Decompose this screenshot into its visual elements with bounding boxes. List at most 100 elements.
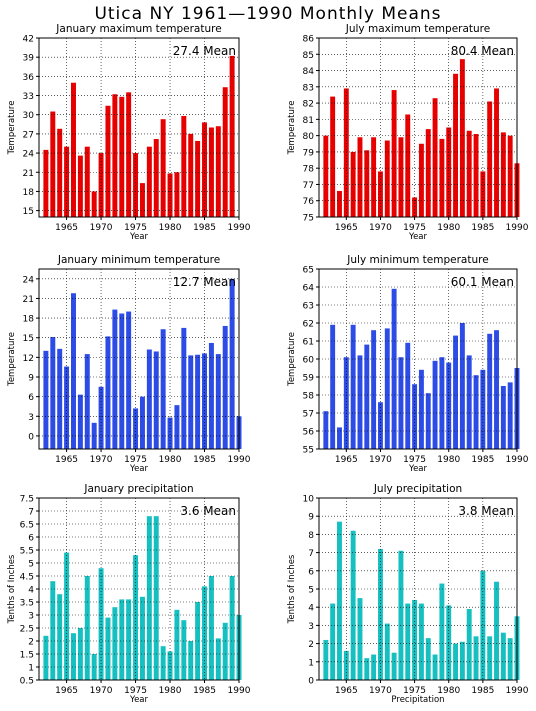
chart-title: July precipitation (373, 483, 462, 495)
bar-1974 (126, 92, 132, 217)
y-tick-label: 24 (23, 275, 35, 285)
chart-jul-max: 75 76 77 78 79 80 81 82 83 84 85 86 1965 1970 1975 1980… (287, 23, 529, 242)
bar-1974 (126, 599, 132, 680)
bar-1962 (43, 635, 49, 680)
bar-1969 (91, 422, 97, 449)
y-tick-label: 7 (308, 549, 314, 559)
chart-jan-max: 15 18 21 24 27 30 33 36 39 42 1965 1970 1975 1980 1985… (7, 23, 251, 242)
y-tick-label: 30 (23, 111, 35, 121)
y-tick-label: 18 (23, 315, 35, 325)
bar-1968 (84, 146, 90, 217)
bar-1986 (208, 576, 214, 680)
x-axis-label: Year (129, 695, 149, 705)
bar-1974 (405, 603, 411, 680)
bar-1987 (215, 354, 221, 449)
x-tick-label: 1970 (369, 686, 392, 696)
x-tick-label: 1985 (471, 223, 494, 233)
y-tick-label: 0.5 (20, 677, 34, 687)
x-tick-label: 1965 (55, 455, 78, 465)
plot-frame (38, 268, 240, 450)
bar-1986 (487, 333, 493, 449)
chart-title: July minimum temperature (346, 254, 488, 266)
bar-1979 (439, 357, 445, 449)
bar-1971 (105, 617, 111, 680)
bar-1980 (167, 651, 173, 680)
y-tick-label: 2.5 (20, 625, 34, 635)
bar-1979 (160, 329, 166, 449)
y-tick-label: 33 (23, 92, 34, 102)
bar-1988 (222, 325, 228, 449)
x-tick-label: 1980 (159, 455, 182, 465)
bar-1989 (507, 638, 513, 680)
mean-label: 12.7 Mean (173, 275, 236, 289)
bar-1966 (71, 293, 76, 449)
y-tick-label: 10 (303, 495, 315, 505)
x-tick-label: 1980 (159, 686, 182, 696)
y-tick-label: 60 (303, 356, 315, 366)
bar-1971 (105, 105, 111, 217)
x-tick-label: 1985 (193, 455, 216, 465)
bar-1972 (112, 309, 118, 449)
y-tick-label: 85 (303, 51, 314, 61)
y-tick-label: 64 (303, 284, 315, 294)
y-tick-label: 2 (28, 638, 34, 648)
bar-1988 (500, 386, 506, 449)
y-tick-label: 3 (28, 612, 34, 622)
x-axis-label: Year (129, 464, 149, 474)
bar-1980 (167, 173, 173, 217)
bar-1987 (494, 330, 499, 449)
bar-1974 (126, 311, 132, 449)
y-tick-label: 6 (308, 567, 314, 577)
x-tick-label: 1985 (193, 223, 216, 233)
y-tick-label: 21 (23, 169, 34, 179)
y-tick-label: 65 (303, 266, 314, 276)
x-tick-label: 1990 (506, 455, 529, 465)
x-axis-label: Year (129, 232, 149, 242)
plot-frame (318, 37, 518, 218)
x-tick-label: 1985 (471, 455, 494, 465)
bar-1966 (350, 151, 356, 217)
bar-1983 (466, 130, 472, 217)
bar-1978 (153, 139, 159, 217)
y-tick-label: 62 (303, 320, 314, 330)
bar-1978 (432, 654, 438, 680)
bar-1982 (181, 327, 187, 449)
x-tick-label: 1975 (124, 686, 147, 696)
y-tick-label: 61 (303, 338, 314, 348)
bar-1983 (466, 355, 472, 449)
y-tick-label: 79 (303, 148, 315, 158)
bar-1970 (377, 548, 383, 680)
bar-1964 (57, 128, 63, 217)
x-tick-label: 1990 (506, 686, 529, 696)
y-tick-label: 1 (28, 664, 34, 674)
bar-1977 (146, 349, 152, 449)
y-tick-label: 86 (303, 35, 315, 45)
bar-1977 (425, 638, 431, 680)
y-axis-label: Tenths of Inches (7, 554, 17, 624)
y-tick-label: 77 (303, 181, 314, 191)
bar-1986 (208, 342, 214, 449)
bar-1978 (153, 351, 159, 449)
bar-1975 (133, 555, 139, 680)
bar-1972 (112, 94, 118, 217)
x-tick-label: 1990 (228, 455, 251, 465)
x-tick-label: 1965 (335, 455, 358, 465)
y-tick-label: 42 (23, 35, 34, 45)
bar-1963 (330, 324, 336, 449)
bar-1977 (146, 146, 152, 217)
chart-jul-precip: 0 1 2 3 4 5 6 7 8 9 10 1965 1970 1975 1980 1985 1990 July… (287, 483, 529, 705)
y-tick-label: 1 (308, 658, 314, 668)
bar-1981 (174, 609, 180, 680)
bar-1976 (418, 603, 424, 680)
bar-1964 (337, 521, 342, 680)
mean-label: 3.6 Mean (180, 504, 236, 518)
y-tick-label: 8 (308, 531, 314, 541)
y-tick-label: 6 (28, 534, 34, 544)
y-tick-label: 12 (23, 354, 34, 364)
bar-1965 (343, 357, 349, 449)
y-tick-label: 82 (303, 100, 314, 110)
bar-1986 (208, 127, 214, 217)
bar-1966 (350, 324, 356, 449)
bar-1965 (64, 552, 70, 680)
y-axis-label: Temperature (287, 332, 297, 387)
